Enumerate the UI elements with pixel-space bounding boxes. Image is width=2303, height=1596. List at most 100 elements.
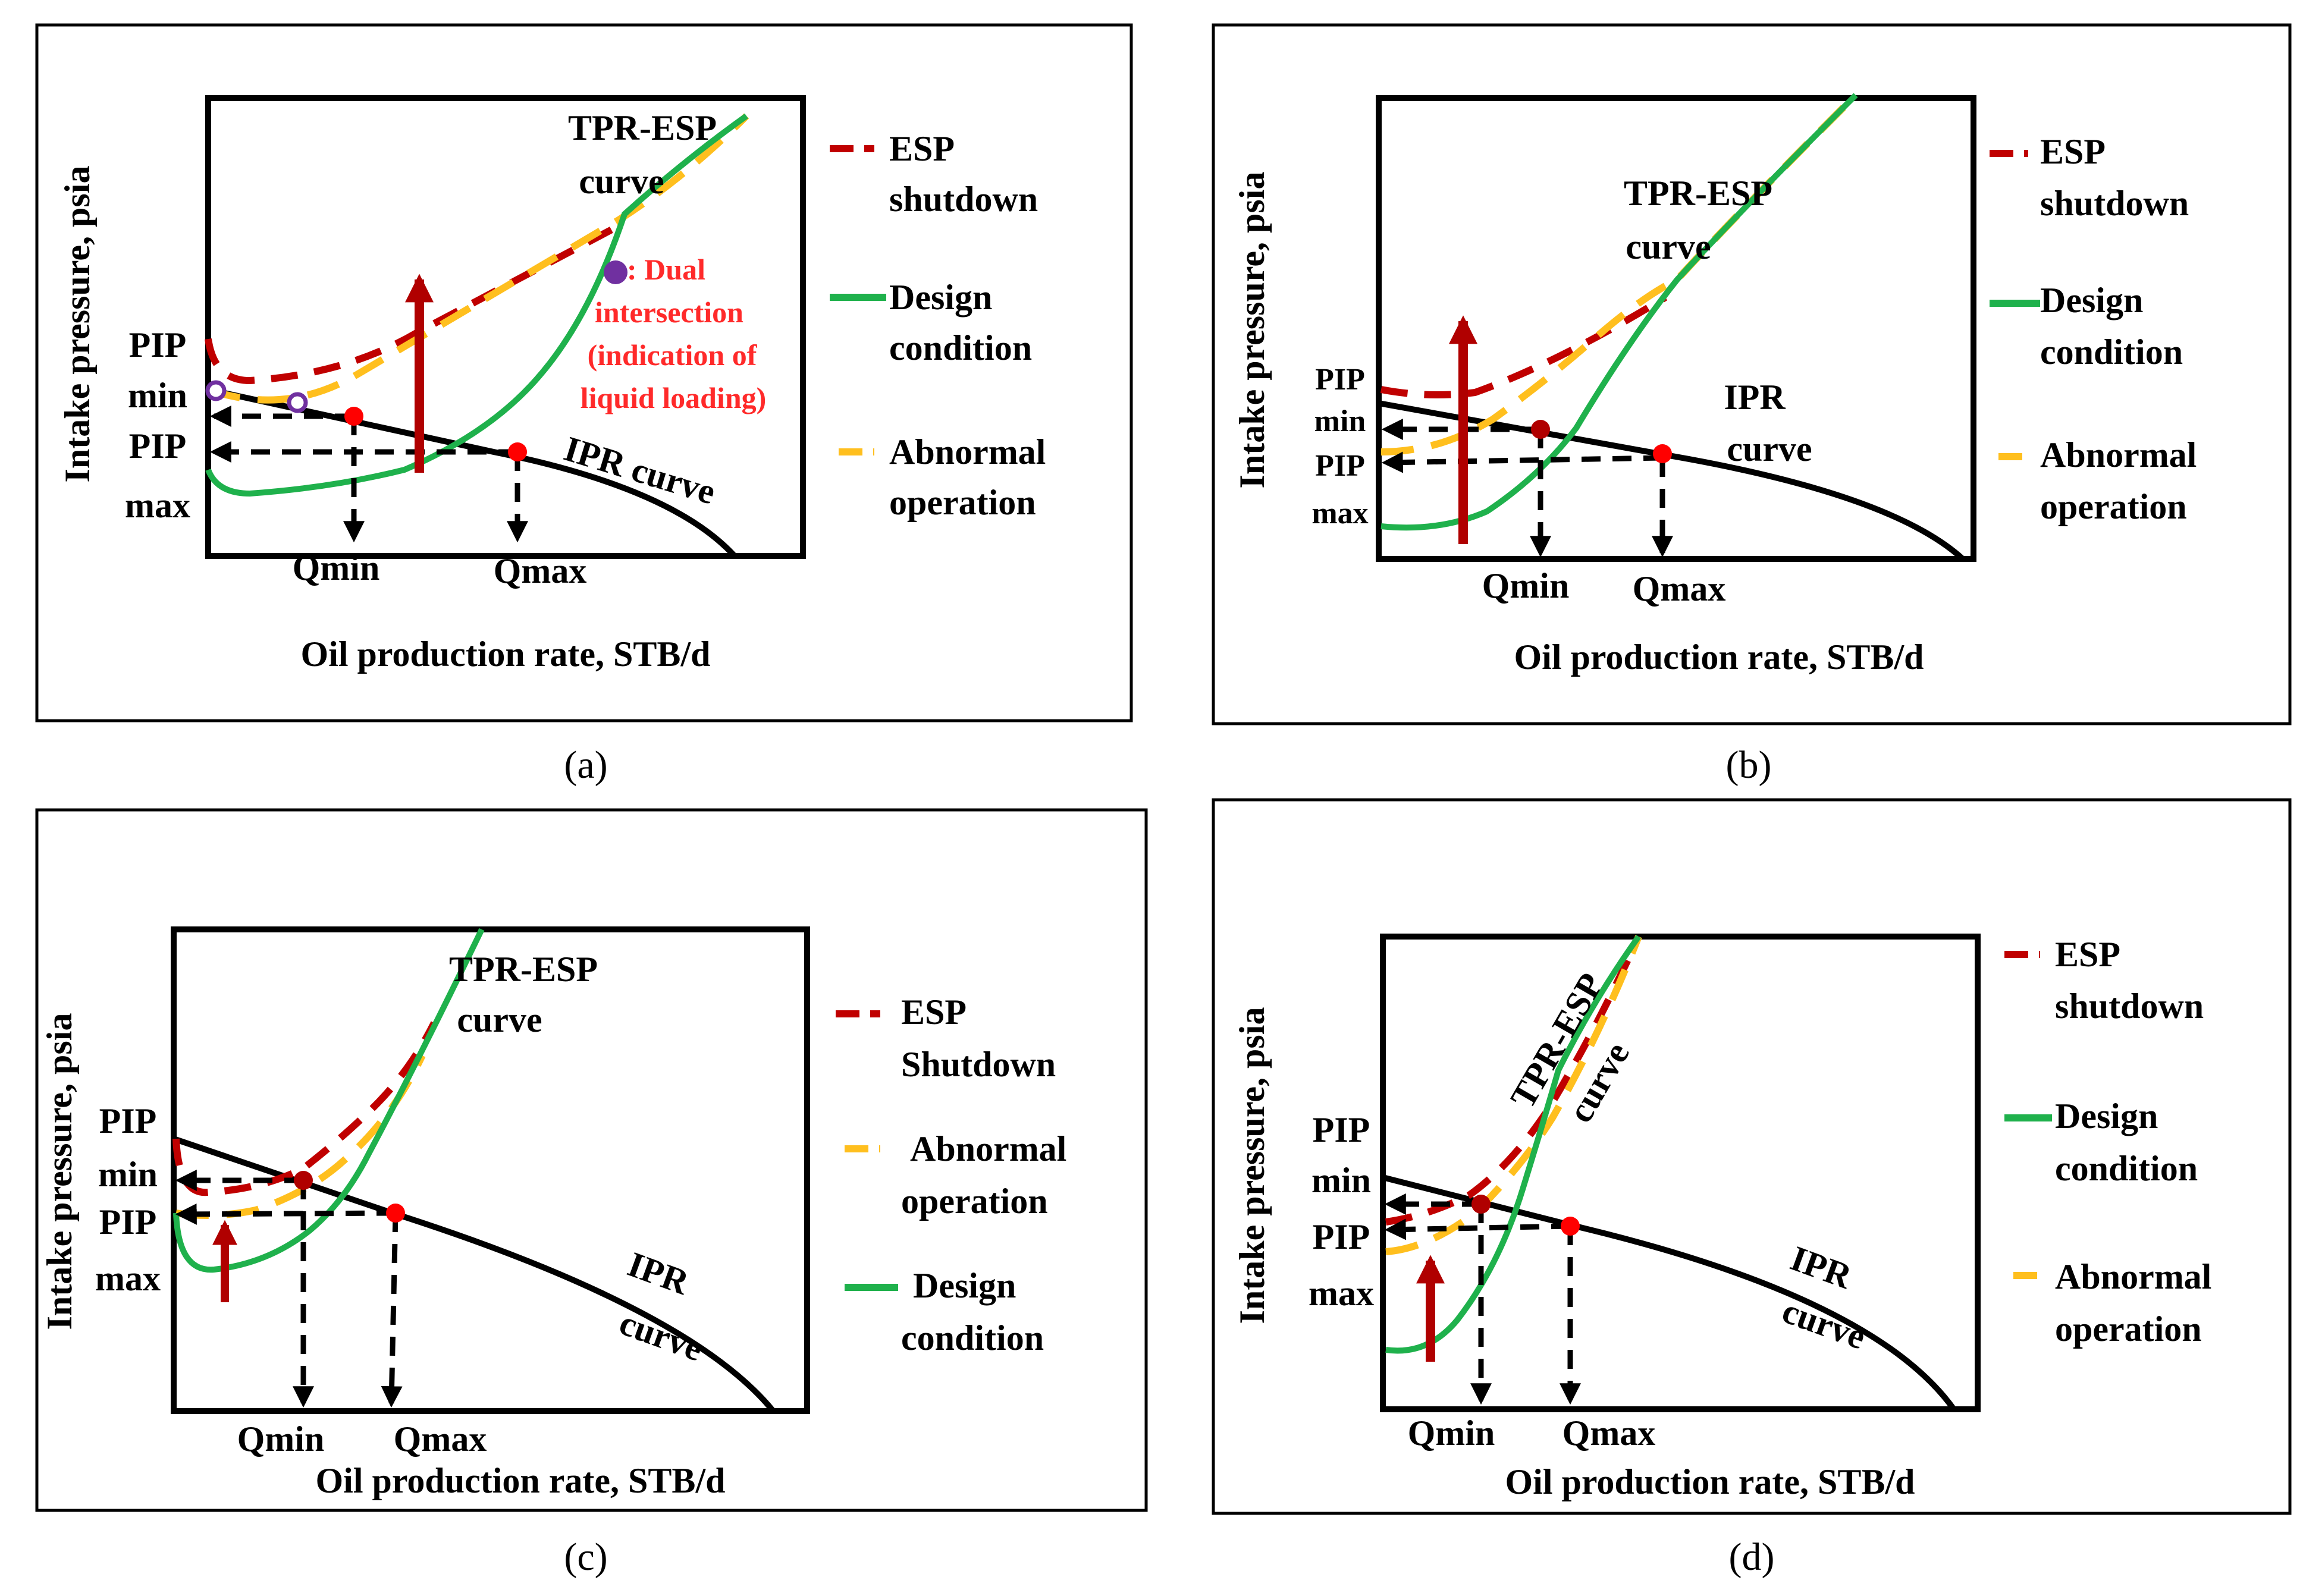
panel-frame xyxy=(35,23,1133,722)
x-axis-label: Oil production rate, STB/d xyxy=(1514,637,1924,677)
pip-min-label: min xyxy=(1311,1161,1371,1200)
dual-intersection-note: (indication of xyxy=(588,338,758,372)
esp-shutdown-curve xyxy=(1385,935,1642,1226)
legend: ESP shutdown Design condition Abnormal o… xyxy=(830,129,1046,522)
pip-max-arrow xyxy=(1384,1218,1571,1240)
dual-intersection-point xyxy=(287,392,308,413)
ipr-label: IPR curve xyxy=(560,429,720,512)
qmax-point xyxy=(1653,444,1672,463)
pip-max-label: PIP xyxy=(1313,1217,1370,1256)
abnormal-curve xyxy=(175,1054,426,1219)
abnormal-curve xyxy=(207,113,749,404)
x-axis-label: Oil production rate, STB/d xyxy=(1505,1462,1915,1501)
qmax-arrow xyxy=(381,1212,403,1408)
legend: ESP shutdown Design condition Abnormal o… xyxy=(2004,935,2211,1349)
qmin-point xyxy=(294,1171,313,1190)
legend-label: operation xyxy=(901,1182,1048,1221)
ipr-label: IPR xyxy=(1724,378,1786,417)
legend-label: Design xyxy=(2040,281,2143,320)
tpr-label: TPR-ESP xyxy=(1624,174,1772,213)
qmin-label: Qmin xyxy=(1408,1413,1495,1453)
ipr-label: curve xyxy=(1777,1291,1871,1357)
tpr-label: curve xyxy=(579,162,664,201)
panel-frame xyxy=(1212,23,2292,725)
design-curve xyxy=(1380,93,1858,531)
ipr-curve xyxy=(1378,400,1965,561)
qmin-label: Qmin xyxy=(237,1419,325,1459)
qmax-point xyxy=(508,442,527,461)
abnormal-curve xyxy=(1380,92,1859,455)
esp-shutdown-curve xyxy=(1380,294,1668,398)
design-curve xyxy=(205,113,748,497)
panel-d: Intake pressure, psia Oil production rat… xyxy=(1212,798,2292,1579)
tpr-label: TPR-ESP xyxy=(449,950,598,989)
legend-label: shutdown xyxy=(2055,986,2204,1026)
pip-min-label: PIP xyxy=(1315,363,1365,397)
dual-intersection-legend-dot xyxy=(604,260,627,284)
plot-area xyxy=(1380,934,1981,1412)
qmin-label: Qmin xyxy=(1482,566,1570,605)
qmin-point xyxy=(1531,420,1550,439)
panel-c: Intake pressure, psia Oil production rat… xyxy=(35,808,1148,1579)
design-curve xyxy=(173,928,485,1273)
legend-label: condition xyxy=(2055,1149,2198,1188)
legend: ESP shutdown Design condition Abnormal o… xyxy=(1990,132,2197,526)
qmin-point xyxy=(1471,1195,1491,1214)
panel-caption: (c) xyxy=(564,1535,607,1579)
pip-max-label: max xyxy=(1309,1274,1374,1313)
tpr-label: curve xyxy=(1626,227,1711,266)
pip-min-label: PIP xyxy=(129,325,187,365)
qmax-point xyxy=(386,1204,405,1223)
dual-intersection-point xyxy=(205,380,227,401)
legend-label: shutdown xyxy=(889,180,1038,219)
y-axis-label: Intake pressure, psia xyxy=(1232,1007,1272,1324)
ipr-curve xyxy=(172,1136,776,1413)
y-axis-label: Intake pressure, psia xyxy=(58,166,97,483)
qmax-label: Qmax xyxy=(1562,1413,1656,1453)
dual-intersection-note: intersection xyxy=(595,296,743,329)
legend-label: Design xyxy=(889,278,992,317)
legend-label: Abnormal xyxy=(910,1129,1066,1168)
legend: ESP Shutdown Abnormal operation Design c… xyxy=(836,992,1066,1358)
pip-min-label: min xyxy=(128,376,187,415)
panel-frame xyxy=(35,808,1148,1512)
panel-frame xyxy=(1212,798,2292,1515)
legend-label: shutdown xyxy=(2040,184,2189,223)
legend-label: Design xyxy=(2055,1097,2158,1136)
qmax-label: Qmax xyxy=(494,551,587,590)
legend-label: Design xyxy=(913,1266,1016,1305)
tpr-label: TPR-ESP xyxy=(568,108,717,147)
ipr-label: IPR xyxy=(623,1245,694,1303)
panel-caption: (b) xyxy=(1726,743,1772,787)
legend-label: Abnormal xyxy=(2055,1257,2211,1296)
pip-max-label: max xyxy=(95,1259,161,1298)
qmax-point xyxy=(1561,1217,1580,1236)
ipr-label: IPR xyxy=(1786,1239,1857,1297)
ipr-label: curve xyxy=(1727,429,1812,469)
pip-min-label: min xyxy=(98,1155,158,1194)
qmin-point xyxy=(344,407,363,426)
ipr-label: curve xyxy=(614,1303,708,1369)
x-axis-label: Oil production rate, STB/d xyxy=(300,634,710,674)
panel-caption: (d) xyxy=(1729,1535,1775,1579)
legend-label: ESP xyxy=(2055,935,2120,974)
panel-b: Intake pressure, psia Oil production rat… xyxy=(1212,23,2292,787)
panel-a: Intake pressure, psia Oil production rat… xyxy=(35,23,1133,787)
legend-label: condition xyxy=(2040,332,2183,372)
x-axis-label: Oil production rate, STB/d xyxy=(315,1461,725,1500)
pip-max-label: PIP xyxy=(99,1202,157,1242)
ipr-curve xyxy=(1382,1174,1957,1411)
pip-max-label: max xyxy=(125,486,190,525)
pip-max-label: PIP xyxy=(129,426,187,466)
pip-max-arrow xyxy=(1381,451,1663,473)
pip-max-label: max xyxy=(1311,497,1368,530)
legend-label: operation xyxy=(2040,487,2187,526)
esp-shutdown-curve xyxy=(205,222,620,385)
legend-label: ESP xyxy=(2040,132,2106,171)
plot-area xyxy=(171,926,810,1414)
dual-intersection-note: : Dual xyxy=(627,253,705,286)
y-axis-label: Intake pressure, psia xyxy=(40,1013,79,1330)
pip-min-label: PIP xyxy=(1313,1110,1370,1149)
legend-label: Abnormal xyxy=(889,432,1046,472)
